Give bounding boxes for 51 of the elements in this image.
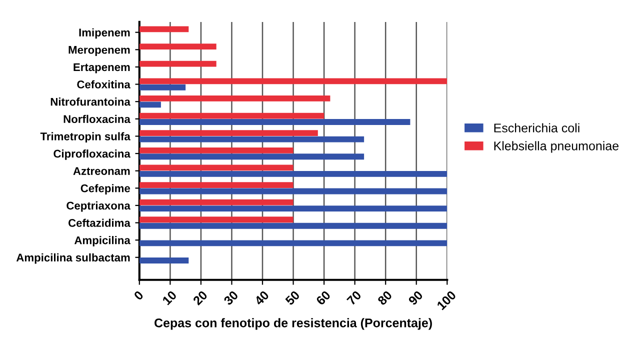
y-tick-label: Ampicilina [74, 236, 130, 246]
bar [139, 60, 216, 67]
y-tick-label: Imipenem [79, 28, 130, 39]
bar [139, 102, 161, 108]
x-tick-label: 50 [284, 290, 300, 306]
legend-label: Klebsiella pneumoniae [494, 141, 619, 153]
bar [139, 164, 294, 171]
x-tick-label: 80 [377, 290, 393, 306]
y-tick-label: Cefepime [80, 184, 130, 194]
bar [139, 222, 448, 229]
x-tick-label: 0 [133, 290, 144, 301]
x-tick-label: 60 [316, 290, 331, 306]
bar [139, 216, 294, 223]
y-tick-label: Trimetropin sulfa [40, 132, 130, 143]
bar [139, 240, 448, 246]
bar [139, 84, 186, 90]
y-tick-label: Ciprofloxacina [54, 149, 130, 160]
bar [139, 258, 189, 264]
y-tick-label: Norfloxacina [64, 114, 130, 124]
bar [139, 26, 189, 32]
bar [139, 119, 410, 125]
x-tick-label: 100 [436, 290, 457, 310]
y-tick-label: Ceftazidima [68, 218, 130, 227]
bar [139, 44, 216, 50]
bar [139, 147, 294, 154]
y-tick-label: Ampicilina sulbactam [16, 253, 130, 264]
x-tick-label: 30 [223, 290, 239, 306]
bar [139, 199, 294, 206]
legend-label: Escherichia coli [494, 123, 580, 132]
bar [139, 206, 448, 212]
y-tick-label: Ertapenem [74, 63, 130, 74]
x-tick-label: 10 [162, 290, 178, 306]
x-axis-title: Cepas con fenotipo de resistencia (Porcentaje) [154, 318, 432, 330]
bar [139, 112, 324, 119]
bar [139, 188, 448, 194]
x-tick-label: 70 [346, 290, 362, 306]
x-tick-label: 90 [408, 290, 424, 306]
bar [139, 78, 448, 84]
y-tick-label: Nitrofurantoina [50, 98, 130, 106]
bar [139, 136, 364, 142]
y-tick-label: Cefoxitina [77, 80, 130, 88]
y-tick-label: Meropenem [68, 46, 130, 56]
x-tick-label: 40 [254, 290, 270, 306]
bar [139, 170, 448, 177]
y-tick-label: Aztreonam [73, 167, 130, 175]
bar [139, 96, 330, 102]
bar [139, 154, 364, 160]
bar [139, 182, 294, 188]
bar [139, 130, 318, 136]
y-tick-label: Ceptriaxona [66, 201, 130, 212]
x-tick-label: 20 [192, 290, 208, 306]
